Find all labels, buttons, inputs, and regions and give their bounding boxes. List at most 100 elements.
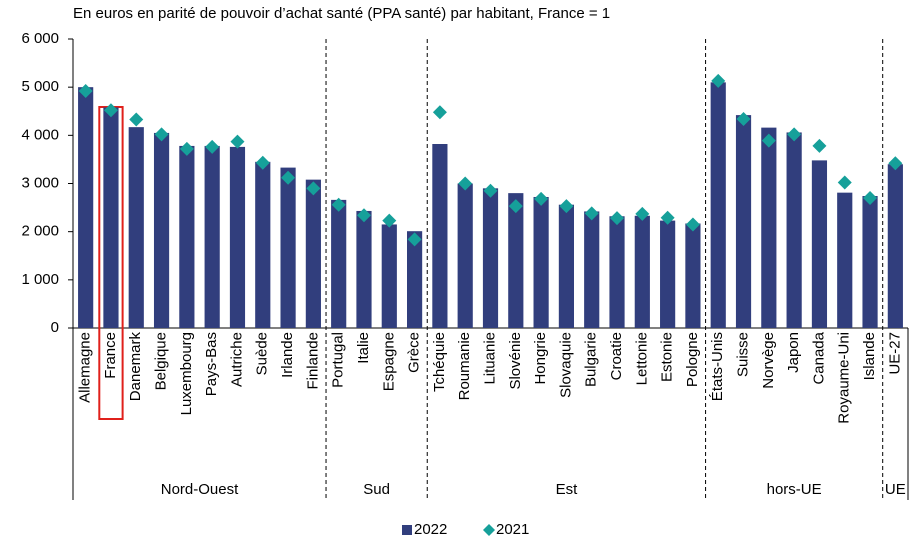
marker (660, 210, 675, 225)
marker (331, 197, 346, 212)
x-tick-label: Danemark (127, 332, 144, 402)
x-tick-label: Irlande (279, 332, 296, 378)
bar (735, 115, 752, 328)
x-tick-label: Japon (785, 332, 802, 373)
legend-swatch (483, 524, 495, 536)
legend-label: 2021 (496, 521, 529, 538)
bar (356, 210, 372, 328)
x-tick-label: Estonie (659, 332, 676, 382)
marker (685, 217, 700, 232)
legend-swatch (402, 525, 412, 535)
x-tick-label: Tchéquie (431, 332, 448, 392)
x-tick-label: France (102, 332, 119, 379)
bar (558, 204, 574, 328)
marker (306, 181, 321, 196)
marker (407, 232, 422, 247)
group-label: hors-UE (767, 481, 822, 498)
x-tick-label: Allemagne (77, 332, 94, 403)
bar (78, 87, 94, 329)
marker (584, 206, 599, 221)
group-label: Est (556, 481, 579, 498)
group-label: UE (885, 481, 906, 498)
bar (609, 216, 625, 328)
x-tick-label: Bulgarie (583, 332, 600, 387)
bar (634, 215, 650, 328)
marker (154, 127, 169, 142)
bar (280, 167, 296, 328)
marker (812, 138, 827, 153)
y-tick-label: 1 000 (21, 271, 59, 288)
x-tick-label: UE-27 (886, 332, 903, 375)
marker (255, 155, 270, 170)
bar (761, 127, 777, 328)
marker (559, 199, 574, 214)
marker (761, 133, 776, 148)
x-tick-label: Espagne (380, 332, 397, 391)
bar (685, 223, 701, 328)
x-tick-label: Canada (810, 331, 827, 384)
chart-subtitle: En euros en parité de pouvoir d’achat sa… (73, 5, 610, 22)
x-tick-label: Norvège (760, 332, 777, 389)
group-label: Sud (363, 481, 390, 498)
x-tick-label: Hongrie (532, 332, 549, 385)
x-tick-label: Croatie (608, 332, 625, 380)
bar (128, 127, 144, 329)
y-tick-label: 6 000 (21, 30, 59, 47)
bar (584, 211, 600, 328)
bar (660, 220, 676, 328)
x-tick-label: Lettonie (633, 332, 650, 385)
marker (458, 176, 473, 191)
bar (533, 196, 549, 328)
x-tick-label: Suède (254, 332, 271, 375)
x-tick-label: Slovénie (507, 332, 524, 390)
bar (229, 146, 246, 328)
y-tick-label: 5 000 (21, 78, 59, 95)
marker (534, 191, 549, 206)
x-tick-label: États-Unis (709, 332, 726, 401)
bar (862, 196, 878, 328)
x-tick-label: Roumanie (456, 332, 473, 400)
marker (382, 213, 397, 228)
x-tick-label: Finlande (304, 332, 321, 390)
y-tick-label: 2 000 (21, 223, 59, 240)
marker (837, 175, 852, 190)
bar (482, 188, 499, 328)
bar (407, 231, 423, 328)
x-tick-label: Italie (355, 332, 372, 364)
x-tick-label: Suisse (734, 332, 751, 377)
x-tick-label: Pologne (684, 332, 701, 387)
bar (837, 192, 853, 328)
marker (432, 105, 447, 120)
bar (255, 161, 271, 328)
marker (787, 127, 802, 142)
marker (888, 156, 903, 171)
bar (432, 144, 448, 328)
marker (281, 170, 296, 185)
marker (508, 199, 523, 214)
marker (635, 206, 650, 221)
bar (179, 145, 195, 328)
bar (887, 164, 903, 328)
bar (305, 179, 321, 328)
marker (129, 112, 144, 127)
marker (736, 111, 751, 126)
marker (205, 139, 220, 154)
y-tick-label: 3 000 (21, 174, 59, 191)
x-tick-label: Royaume-Uni (836, 332, 853, 424)
y-tick-label: 4 000 (21, 126, 59, 143)
bar (103, 107, 119, 328)
marker (103, 103, 118, 118)
bar (786, 132, 802, 328)
bar (331, 199, 347, 328)
x-tick-label: Grèce (406, 332, 423, 373)
marker (483, 183, 498, 198)
bar (811, 160, 828, 328)
marker (356, 208, 371, 223)
marker (230, 134, 245, 149)
marker (610, 211, 625, 226)
x-tick-label: Slovaquie (557, 332, 574, 398)
x-tick-label: Lituanie (481, 332, 498, 385)
marker (711, 73, 726, 88)
y-tick-label: 0 (51, 319, 59, 336)
